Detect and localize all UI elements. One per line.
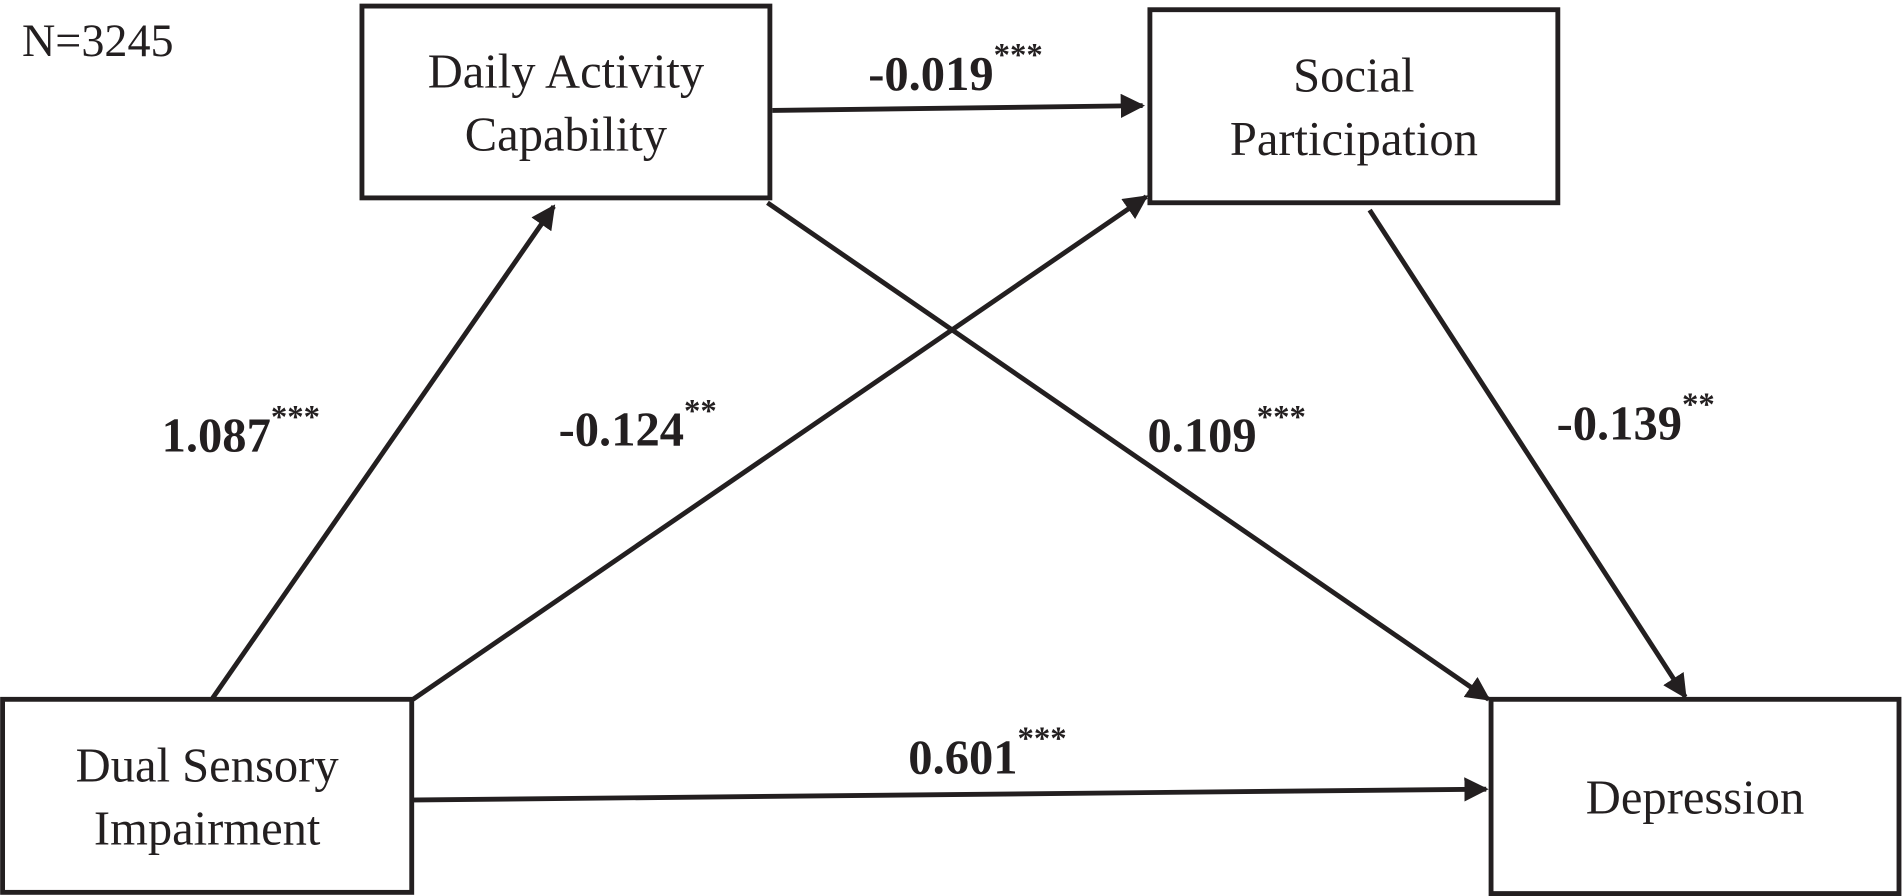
node-label: Participation <box>1230 112 1478 166</box>
node-label: Dual Sensory <box>76 738 340 792</box>
significance-stars: *** <box>994 38 1043 74</box>
path-arrow <box>772 93 1146 119</box>
coefficient-value: 0.601 <box>908 730 1017 784</box>
path-coefficient: 0.601*** <box>908 721 1066 784</box>
significance-stars: *** <box>1257 399 1306 435</box>
path-arrow <box>766 200 1491 702</box>
node-label: Impairment <box>94 801 321 855</box>
sample-size: N=3245 <box>22 15 174 66</box>
significance-stars: *** <box>271 399 320 435</box>
path-arrow <box>411 194 1149 702</box>
significance-stars: ** <box>1682 387 1715 423</box>
node-label: Daily Activity <box>428 44 705 98</box>
path-arrow <box>405 777 1489 803</box>
path-arrow <box>210 204 556 700</box>
path-coefficient: 0.109*** <box>1147 399 1305 462</box>
coefficient-value: 0.109 <box>1147 409 1256 463</box>
path-coefficient: -0.019*** <box>868 38 1043 101</box>
node-box <box>1488 696 1902 896</box>
path-coefficient: -0.139** <box>1557 387 1715 450</box>
path-coefficient: 1.087*** <box>162 399 320 462</box>
significance-stars: *** <box>1018 721 1067 757</box>
significance-stars: ** <box>684 393 717 429</box>
coefficient-value: -0.124 <box>559 403 684 457</box>
coefficient-value: -0.139 <box>1557 397 1682 451</box>
node-box <box>1147 7 1561 206</box>
node-box <box>359 3 773 201</box>
coefficient-value: -0.019 <box>868 47 993 101</box>
node-box <box>0 696 415 895</box>
coefficient-value: 1.087 <box>162 409 271 463</box>
node-label: Depression <box>1586 770 1804 824</box>
node-label: Social <box>1293 49 1414 103</box>
path-arrow <box>1367 208 1688 699</box>
path-coefficient: -0.124** <box>559 393 717 456</box>
node-label: Capability <box>465 108 668 162</box>
